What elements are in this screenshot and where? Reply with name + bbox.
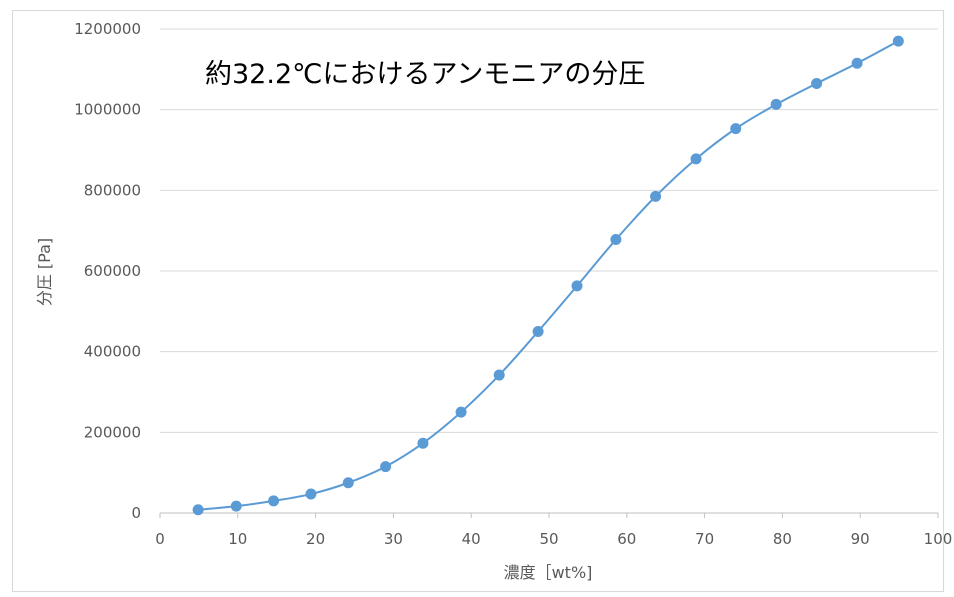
- axis-layer: [159, 512, 939, 518]
- grid-layer: [160, 28, 938, 433]
- data-point: [730, 123, 742, 135]
- data-point: [192, 504, 204, 516]
- x-axis-title: 濃度［wt%]: [504, 563, 593, 582]
- x-tick-label: 0: [155, 530, 165, 548]
- y-tick-label: 1200000: [74, 20, 141, 38]
- series-line: [198, 40, 899, 511]
- y-tick-label: 1000000: [74, 101, 141, 119]
- y-tick-label: 200000: [84, 423, 141, 441]
- y-tick-label: 400000: [84, 343, 141, 361]
- x-tick-label: 60: [617, 530, 636, 548]
- data-point: [230, 500, 242, 512]
- x-tick-label: 90: [851, 530, 870, 548]
- data-point: [571, 280, 583, 292]
- data-point: [892, 35, 904, 47]
- x-tick-label: 70: [695, 530, 714, 548]
- x-tick-label: 40: [462, 530, 481, 548]
- data-point: [690, 153, 702, 165]
- tick-layer: 0 200000 400000 600000 800000 1000000 1200000 0…: [74, 20, 952, 548]
- data-point: [532, 326, 544, 337]
- chart-frame: [12, 10, 944, 592]
- series-layer: [192, 35, 904, 516]
- x-tick-label: 30: [384, 530, 403, 548]
- x-tick-label: 20: [306, 530, 325, 548]
- y-tick-label: 0: [131, 504, 141, 522]
- chart-title: 約32.2℃におけるアンモニアの分圧: [205, 59, 645, 90]
- data-point: [851, 57, 863, 69]
- x-tick-label: 100: [924, 530, 953, 548]
- data-point: [305, 488, 317, 500]
- data-point: [342, 477, 354, 489]
- x-tick-label: 80: [773, 530, 792, 548]
- y-axis-title: 分圧 [Pa]: [35, 238, 54, 306]
- data-point: [610, 234, 622, 246]
- data-point: [417, 437, 429, 449]
- data-point: [770, 98, 782, 110]
- y-tick-label: 600000: [84, 262, 141, 280]
- data-point: [268, 495, 280, 507]
- y-tick-label: 800000: [84, 181, 141, 199]
- data-point: [380, 461, 392, 473]
- data-point: [493, 369, 505, 381]
- data-point: [811, 77, 823, 89]
- x-tick-label: 10: [228, 530, 247, 548]
- x-tick-label: 50: [539, 530, 558, 548]
- data-point: [455, 406, 467, 418]
- data-point: [650, 190, 662, 202]
